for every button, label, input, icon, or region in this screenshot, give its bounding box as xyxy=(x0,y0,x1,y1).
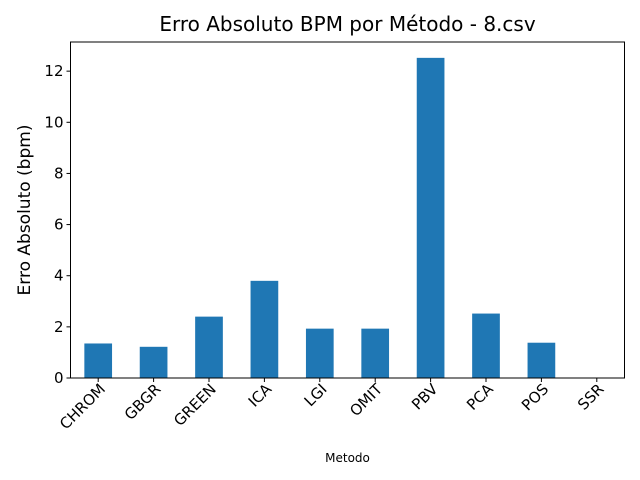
bar-pbv xyxy=(416,57,445,378)
x-tick-label-lgi: LGI xyxy=(301,380,331,410)
bar-pca xyxy=(472,313,500,378)
y-tick-label-10: 10 xyxy=(44,113,63,131)
x-tick-label-pbv: PBV xyxy=(408,380,442,414)
x-axis: CHROM GBGR GREEN ICA LGI OMIT PBV PCA POS SSR xyxy=(56,378,608,433)
x-tick-label-chrom: CHROM xyxy=(56,380,109,433)
bar-chrom xyxy=(84,343,113,378)
bar-omit xyxy=(361,328,390,378)
plot-area xyxy=(84,57,556,378)
x-tick-label-pca: PCA xyxy=(463,380,497,414)
y-axis-label: Erro Absoluto (bpm) xyxy=(15,125,35,296)
x-axis-label: Metodo xyxy=(325,451,370,465)
plot-frame xyxy=(70,41,625,379)
bar-lgi xyxy=(305,328,334,378)
y-tick-label-8: 8 xyxy=(54,164,64,182)
y-tick-label-12: 12 xyxy=(44,62,63,80)
bar-green xyxy=(195,316,223,378)
bar-pos xyxy=(527,342,556,378)
x-tick-label-ica: ICA xyxy=(245,380,276,411)
y-tick-label-6: 6 xyxy=(54,216,64,234)
bar-gbgr xyxy=(139,346,168,378)
y-tick-label-4: 4 xyxy=(54,267,64,285)
y-tick-label-2: 2 xyxy=(54,318,64,336)
x-tick-label-omit: OMIT xyxy=(346,380,386,420)
x-tick-label-green: GREEN xyxy=(170,380,220,430)
chart-title: Erro Absoluto BPM por Método - 8.csv xyxy=(159,12,535,36)
x-tick-label-gbgr: GBGR xyxy=(121,380,165,424)
x-tick-label-pos: POS xyxy=(518,380,552,414)
x-tick-label-ssr: SSR xyxy=(574,380,608,414)
y-axis: 0 2 4 6 8 10 12 xyxy=(44,62,71,387)
bar-ica xyxy=(250,280,279,378)
y-tick-label-0: 0 xyxy=(54,369,64,387)
